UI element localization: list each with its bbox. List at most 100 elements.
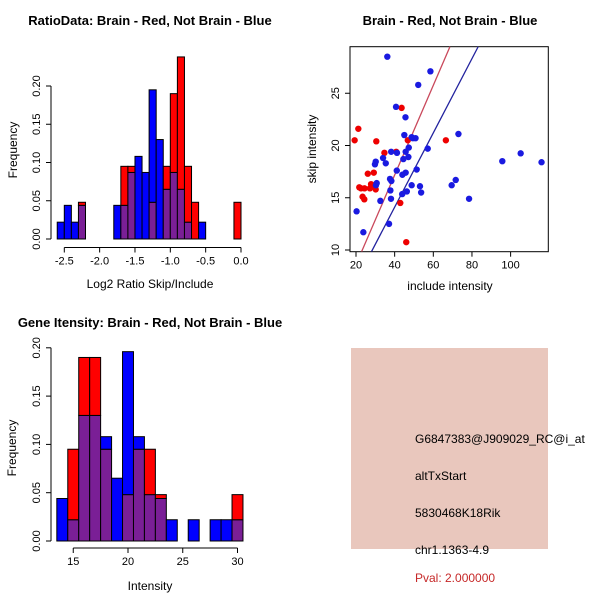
scatter-point-not-brain [401,131,408,139]
y-tick-label: 0.15 [31,385,43,406]
ratio-x-axis-label: Log2 Ratio Skip/Include [87,277,214,291]
hist-bar-red [162,165,171,190]
ratio-histogram-plot: RatioData: Brain - Red, Not Brain - Blue… [6,13,272,291]
hist-bar-blue [111,477,124,542]
scatter-point-brain [381,149,388,157]
y-tick-label: 25 [330,87,342,99]
panel-scatter: Brain - Red, Not Brain - Blue include in… [300,0,600,300]
scatter-title: Brain - Red, Not Brain - Blue [363,13,538,28]
scatter-point-not-brain [399,171,406,178]
scatter-x-axis-label: include intensity [407,279,492,293]
scatter-point-brain [351,137,358,144]
panel-ratio-histogram: RatioData: Brain - Red, Not Brain - Blue… [0,0,300,300]
gene-x-axis-label: Intensity [128,579,173,593]
hist-bar-blue [209,519,222,542]
y-tick-label: 15 [330,192,342,204]
scatter-point-not-brain [384,53,391,60]
y-tick-label: 0.05 [31,482,43,503]
hist-bar-overlap [100,448,113,542]
gene-histogram-title: Gene Itensity: Brain - Red, Not Brain - … [18,315,282,330]
scatter-point-not-brain [417,189,425,196]
scatter-plot: Brain - Red, Not Brain - Blue include in… [305,13,549,293]
scatter-point-not-brain [413,166,420,173]
x-tick-label: 30 [231,556,243,568]
hist-bar-blue [56,497,69,542]
scatter-point-brain [361,196,368,203]
x-tick-label: 20 [122,556,134,568]
hist-bar-red [78,356,91,416]
y-tick-label: 0.20 [31,75,43,96]
scatter-point-not-brain [377,197,384,205]
hist-bar-red [183,165,193,223]
x-tick-label: 15 [67,556,79,568]
scatter-point-not-brain [393,149,401,157]
hist-bar-red [120,165,129,206]
y-tick-label: 0.00 [31,228,43,249]
hist-bar-blue [122,351,134,496]
x-tick-label: 80 [466,260,478,272]
hist-bar-overlap [143,494,156,542]
hist-bar-blue [220,519,233,542]
scatter-point-not-brain [398,190,406,198]
scatter-point-brain [361,185,368,192]
hist-bar-overlap [162,188,171,240]
x-tick-label: -1.5 [125,256,144,268]
scatter-point-brain [442,137,450,144]
y-tick-label: 20 [330,139,342,151]
pval-text: Pval: 2.000000 [415,571,496,585]
locus-text: chr1.1363-4.9 [415,543,490,557]
probe-id-text: G6847383@J909029_RC@i_at [415,432,585,446]
plot-box [349,46,549,253]
scatter-point-not-brain [353,208,360,215]
scatter-point-not-brain [382,160,389,167]
scatter-point-not-brain [403,188,411,195]
ratio-y-axis-label: Frequency [6,122,20,179]
hist-bar-overlap [127,171,136,240]
scatter-point-brain [355,125,362,132]
hist-bar-red [67,448,80,521]
hist-bar-blue [70,221,79,240]
scatter-point-not-brain [402,114,409,121]
hist-bar-overlap [148,201,157,240]
scatter-point-not-brain [499,157,506,165]
hist-bar-red [127,165,136,173]
y-tick-label: 0.15 [31,114,43,135]
scatter-point-not-brain [452,176,459,184]
hist-bar-blue [198,221,207,240]
hist-bar-red [169,93,178,173]
y-tick-label: 0.20 [31,337,43,358]
scatter-point-not-brain [387,195,395,202]
hist-bar-overlap [176,188,185,240]
hist-bar-blue [100,436,113,450]
scatter-point-not-brain [538,159,545,166]
x-tick-label: 20 [350,260,362,272]
hist-bar-red [89,356,102,416]
hist-bar-blue [165,519,178,542]
gene-histogram-plot: Gene Itensity: Brain - Red, Not Brain - … [5,315,282,593]
hist-bar-blue [155,139,164,240]
gene-plot-area: 0.00 0.05 0.10 0.15 0.20 15 20 25 30 [31,337,244,568]
scatter-point-not-brain [393,167,400,174]
hist-bar-overlap [154,497,167,542]
scatter-point-brain [373,138,380,145]
hist-bar-overlap [183,221,193,240]
ratio-histogram-title: RatioData: Brain - Red, Not Brain - Blue [28,13,271,28]
hist-bar-blue [113,204,122,240]
scatter-point-not-brain [427,68,434,75]
ratio-plot-area: 0.00 0.05 0.10 0.15 0.20 -2.5 -2.0 -1.5 -1.0 -0.5… [31,56,249,268]
x-tick-label: 60 [427,260,439,272]
y-tick-label: 0.10 [31,152,43,173]
hist-bar-blue [56,221,65,240]
scatter-point-not-brain [408,133,415,141]
x-tick-label: -0.5 [196,256,215,268]
y-tick-label: 0.10 [31,434,43,455]
scatter-point-not-brain [372,182,380,189]
gene-y-axis-label: Frequency [5,420,19,477]
y-tick-label: 0.00 [31,530,43,551]
hist-bar-blue [148,89,157,203]
hist-bar-blue [132,436,145,450]
hist-bar-red [77,201,87,206]
scatter-point-not-brain [372,158,379,165]
scatter-point-not-brain [465,195,473,202]
scatter-plot-area: 20 40 60 80 100 10 15 20 25 [330,46,549,272]
